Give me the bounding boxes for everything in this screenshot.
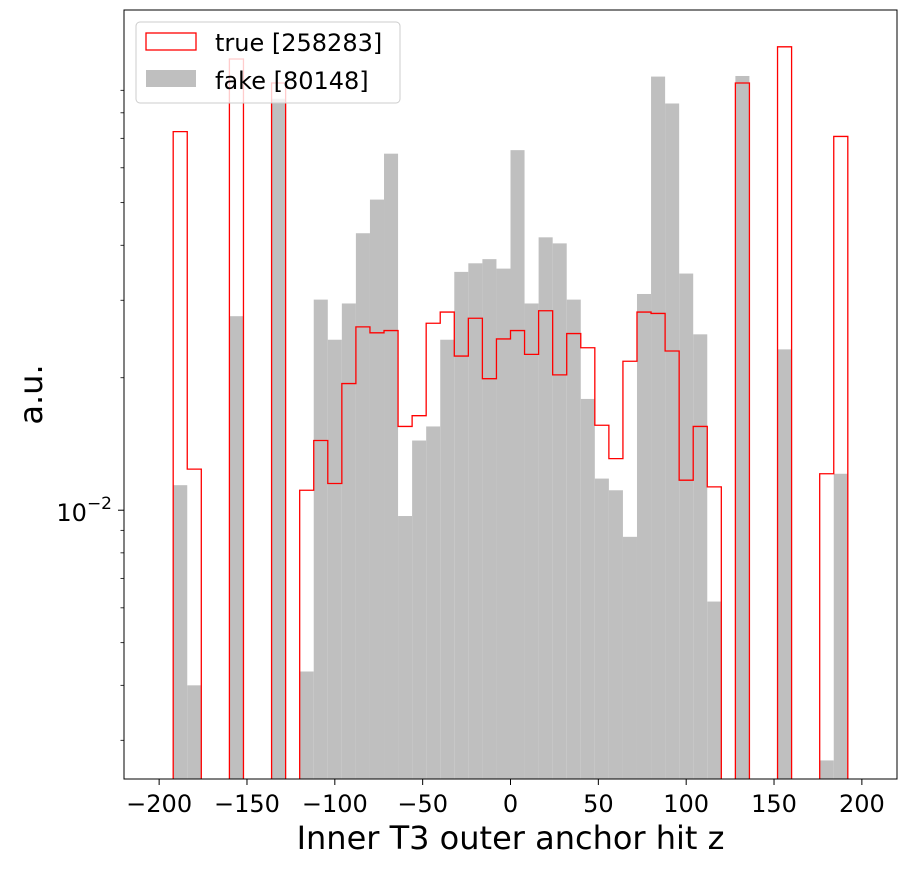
fake-bar-21 [538, 237, 553, 780]
fake-bar-36 [819, 760, 834, 779]
fake-bar-13 [426, 426, 441, 779]
fake-bar-16 [468, 263, 483, 779]
y-axis-label: a.u. [12, 364, 50, 424]
x-tick-label-2: −100 [302, 790, 368, 818]
y-tick-label: 10−2 [56, 494, 112, 527]
true-step-segment-6 [819, 135, 849, 779]
fake-bar-7 [341, 303, 356, 779]
fake-bar-35 [777, 349, 792, 779]
fake-bar-9 [369, 199, 385, 779]
fake-bar-27 [622, 536, 637, 779]
fake-bar-1 [187, 685, 202, 779]
true-step-segment-4 [734, 82, 751, 779]
fake-bar-22 [552, 243, 567, 779]
true-step-segment-0 [172, 130, 202, 779]
legend-box [135, 21, 401, 104]
fake-bar-11 [398, 516, 413, 779]
fake-bar-3 [271, 98, 286, 780]
legend-true-label: true [258283] [215, 29, 382, 57]
y-tick-label-exponent: −2 [87, 494, 112, 514]
fake-bar-14 [440, 339, 455, 779]
x-axis: −200 −150 −100 −50 0 50 100 150 200 [126, 779, 885, 818]
legend-fake-swatch [146, 70, 196, 87]
x-tick-label-3: −50 [397, 790, 448, 818]
x-tick-label-4: 0 [503, 790, 518, 818]
fake-bar-32 [693, 334, 708, 779]
fake-bar-10 [384, 153, 399, 779]
fake-bar-15 [454, 271, 469, 779]
fake-bar-24 [580, 398, 595, 779]
fake-bar-4 [299, 671, 314, 779]
x-tick-label-7: 150 [751, 790, 797, 818]
x-tick-label-0: −200 [126, 790, 192, 818]
fake-bar-29 [651, 76, 666, 779]
x-tick-label-8: 200 [839, 790, 885, 818]
fake-bar-31 [679, 273, 694, 779]
legend-true-swatch [145, 32, 197, 51]
legend: true [258283] fake [80148] [135, 21, 401, 104]
true-step-segment-3 [299, 310, 722, 779]
x-axis-label: Inner T3 outer anchor hit z [297, 819, 725, 857]
fake-bar-5 [313, 299, 328, 779]
y-tick-label-base: 10 [56, 499, 87, 527]
x-tick-label-6: 100 [663, 790, 709, 818]
fake-bar-34 [735, 75, 750, 779]
fake-bar-12 [412, 440, 427, 779]
axes-frame [123, 9, 898, 780]
fake-bar-23 [566, 299, 581, 779]
fake-bar-18 [496, 268, 511, 779]
fake-bar-2 [229, 316, 244, 779]
x-tick-label-5: 50 [583, 790, 614, 818]
plot-area [172, 46, 849, 780]
fake-bar-25 [594, 478, 609, 779]
fake-bar-20 [524, 303, 539, 779]
fake-bar-17 [482, 259, 497, 779]
fake-bar-33 [707, 601, 722, 779]
legend-fake-label: fake [80148] [215, 67, 369, 95]
true-step-segment-5 [776, 46, 793, 779]
x-tick-label-1: −150 [214, 790, 280, 818]
fake-bar-37 [833, 473, 848, 779]
y-axis: 10−2 [56, 89, 124, 741]
fake-bar-30 [665, 103, 680, 780]
fake-bar-28 [636, 293, 652, 779]
fake-bar-8 [355, 233, 370, 779]
fake-bar-19 [510, 150, 525, 780]
fake-bar-26 [608, 490, 623, 779]
fake-bar-6 [327, 339, 342, 779]
fake-bar-0 [173, 485, 188, 779]
